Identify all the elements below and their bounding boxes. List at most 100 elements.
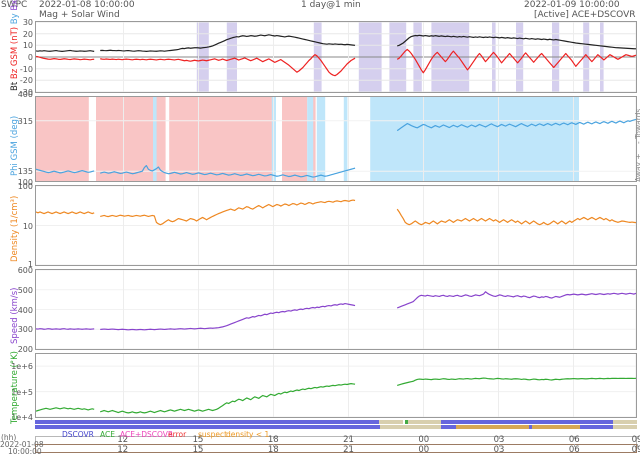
plot-area-temperature [36, 354, 636, 417]
ytick-speed-200: 200 [17, 345, 33, 354]
agency-label: SWPC [1, 0, 28, 10]
xaxis-date-line1: 2022-01-08 [0, 440, 44, 449]
xtick-lower-21: 21 [343, 445, 354, 455]
ylabel-mag-part: Bz GSM (nT) [10, 26, 20, 80]
xtick-mark [637, 444, 638, 447]
ylabel-mag-part: By [10, 13, 20, 25]
xtick-mark [122, 436, 124, 439]
panel-density [35, 185, 637, 266]
coverage-bar-top [379, 420, 403, 424]
xtick-mark [198, 436, 200, 439]
xtick-upper-00: 00 [418, 435, 430, 445]
ylabel-phi-part: Phi GSM (deg) [10, 115, 20, 176]
panel-speed [35, 269, 637, 350]
coverage-bar-top [404, 420, 409, 424]
coverage-bar-bottom [35, 425, 380, 429]
ytick-density-1: 1 [27, 260, 33, 269]
end-time-label: 2022-01-09 10:00:00 [524, 0, 620, 10]
plot-area-mag [36, 22, 636, 92]
xtick-lower-00: 00 [418, 445, 430, 455]
ytick-phi-135: 135 [17, 167, 33, 177]
ytick-mag-10: 10 [22, 41, 33, 51]
ytick-mag--10: -10 [19, 64, 33, 74]
ytick-speed-500: 500 [17, 285, 33, 295]
coverage-bar-top [35, 420, 380, 424]
panel-temperature [35, 353, 637, 418]
ytick-speed-300: 300 [17, 325, 33, 335]
xtick-lower-12: 12 [117, 445, 129, 455]
panel-mag [35, 21, 637, 93]
ylabel-mag-part: Bx [10, 0, 20, 11]
coverage-bar-top [612, 420, 637, 424]
xtick-lower-03: 03 [493, 445, 505, 455]
ylabel-phi: Phi GSM (deg) [10, 116, 20, 176]
suspect-overlay-bar [456, 425, 529, 429]
xtick-mark [423, 444, 425, 447]
ytick-speed-400: 400 [17, 305, 33, 315]
xtick-lower-06: 06 [568, 445, 580, 455]
ytick-phi-315: 315 [17, 116, 33, 126]
coverage-bar-top [408, 420, 442, 424]
ylabel-speed: Speed (km/s) [10, 288, 20, 344]
xtick-lower-09: 09 [631, 445, 640, 455]
start-time-label: 2022-01-08 10:00:00 [39, 0, 135, 10]
xtick-mark [122, 444, 124, 447]
plot-title: Mag + Solar Wind [39, 10, 120, 20]
panel-phi [35, 96, 637, 182]
coverage-bar-bottom [379, 425, 442, 429]
ytick-temp-1e5: 1e+5 [11, 387, 33, 397]
xtick-mark [348, 436, 350, 439]
xtick-upper-18: 18 [267, 435, 279, 445]
legend-item-dscovr: DSCOVR [62, 430, 94, 439]
legend-item-suspect: suspect [198, 430, 228, 439]
xtick-mark [273, 436, 275, 439]
xtick-upper-12: 12 [117, 435, 129, 445]
suspect-overlay-bar [532, 425, 580, 429]
coverage-bar-top [441, 420, 613, 424]
ytick-mag-20: 20 [22, 29, 33, 39]
xtick-mark [499, 436, 501, 439]
ytick-mag--30: -30 [19, 88, 33, 97]
plot-area-speed [36, 270, 636, 349]
xtick-lower-15: 15 [192, 445, 204, 455]
xtick-mark [637, 436, 638, 439]
sector-label-towards: - Towards [634, 108, 640, 144]
ytick-mag-30: 30 [22, 18, 33, 27]
ytick-phi-top: 400 [17, 90, 33, 99]
plot-area-phi [36, 97, 636, 181]
data-source-label: [Active] ACE+DSCOVR [534, 10, 636, 20]
xtick-upper-06: 06 [568, 435, 580, 445]
ylabel-mag-part: Bt [10, 81, 20, 91]
plot-area-density [36, 186, 636, 265]
ytick-density-100: 100 [17, 182, 33, 191]
xaxis-unit-label: (hh) [1, 433, 17, 442]
ytick-phi-bottom: 100 [17, 178, 33, 187]
ytick-temp-1e6: 1e+6 [11, 362, 33, 372]
xaxis-date-line2: 10:00:00 [8, 447, 42, 456]
ylabel-density-part: Density (1/cm³) [10, 195, 20, 262]
xtick-upper-03: 03 [493, 435, 505, 445]
legend-item-density-: density < 1 [226, 430, 270, 439]
ylabel-density: Density (1/cm³) [10, 196, 20, 262]
xtick-mark [574, 444, 576, 447]
xtick-mark [348, 444, 350, 447]
axis-frame-lower [35, 444, 637, 453]
ytick-mag--20: -20 [19, 76, 33, 86]
cadence-label: 1 day@1 min [301, 0, 361, 10]
xtick-upper-09: 09 [631, 435, 640, 445]
xtick-mark [198, 444, 200, 447]
ylabel-temperature: Temperature (°K) [10, 351, 20, 424]
ylabel-mag: Bt Bz GSM (nT) By Bx [10, 0, 20, 91]
ytick-mag-0: 0 [27, 53, 33, 62]
xtick-mark [499, 444, 501, 447]
xtick-upper-21: 21 [343, 435, 354, 445]
legend-item-error: error [168, 430, 187, 439]
xtick-mark [273, 444, 275, 447]
xtick-mark [574, 436, 576, 439]
coverage-bar-bottom [612, 425, 637, 429]
ylabel-temperature-part: Temperature (°K) [10, 350, 20, 424]
ytick-speed-600: 600 [17, 266, 33, 275]
ylabel-speed-part: Speed (km/s) [10, 287, 20, 344]
xtick-mark [423, 436, 425, 439]
legend-item-ace: ACE [100, 430, 115, 439]
